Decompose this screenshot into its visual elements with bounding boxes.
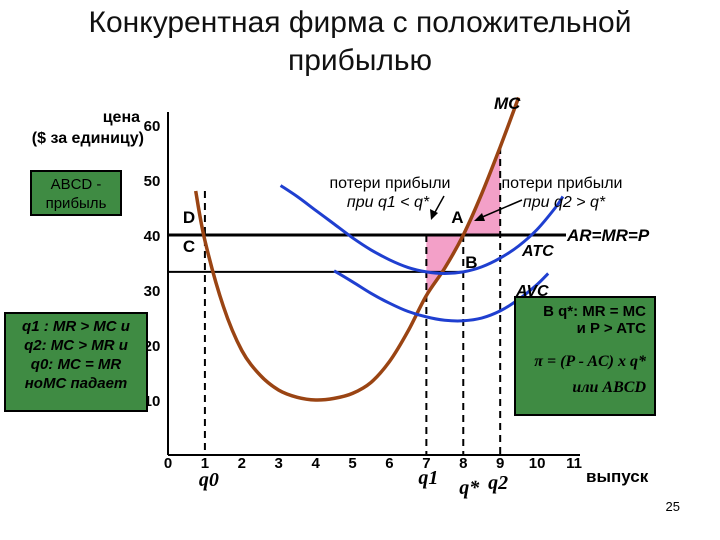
abcd-profit-box: ABCD - прибыль [30,170,122,216]
point-a-label: A [451,208,463,227]
x-tick-5: 5 [348,455,356,472]
profit-formula-alt: или ABCD [572,379,646,396]
mc-label: MC [494,94,521,113]
title-line-2: прибылью [287,44,433,77]
price-line-label: AR=MR=P [566,226,650,245]
q-star-label: q* [459,477,480,499]
conditions-line-4: ноMC падает [24,375,128,392]
y-tick-40: 40 [144,228,161,245]
point-b-label: B [465,253,477,272]
y-tick-30: 30 [144,283,161,300]
atc-label: ATC [521,243,554,260]
q2-label: q2 [488,472,508,494]
x-tick-10: 10 [529,455,546,472]
x-tick-1: 1 [201,455,209,472]
atc-curve [279,184,565,276]
title-line-1: Конкурентная фирма с положительной [88,6,632,39]
optimum-box: В q*: MR = MC и P > ATC π = (P - AC) x q… [514,296,656,416]
loss2-annotation-line-2: при q2 > q* [523,194,606,211]
x-axis-label: выпуск [586,467,649,486]
conditions-line-1: q1 : MR > MC и [22,318,130,335]
x-tick-3: 3 [275,455,283,472]
q1-label: q1 [418,467,438,489]
loss1-annotation-line-1: потери прибыли [330,175,451,192]
abcd-box-line-2: прибыль [45,195,107,212]
q0-label: q0 [199,469,219,491]
loss1-annotation-line-2: при q1 < q* [347,194,430,211]
mc-curve [193,96,521,402]
page-title: Конкурентная фирма с положительной прибы… [0,4,720,80]
loss2-annotation-line-1: потери прибыли [502,175,623,192]
loss2-arrowhead [474,213,485,221]
x-tick-0: 0 [164,455,172,472]
x-tick-8: 8 [459,455,467,472]
y-axis-label-line-2: ($ за единицу) [32,130,144,147]
point-c-label: C [183,237,195,256]
loss1-arrowhead [430,209,438,220]
page-number: 25 [665,499,680,514]
x-tick-6: 6 [385,455,393,472]
conditions-box: q1 : MR > MC и q2: MC > MR и q0: MC = MR… [4,312,148,412]
y-tick-60: 60 [144,118,161,135]
x-tick-4: 4 [311,455,320,472]
profit-formula: π = (P - AC) x q* [534,353,646,370]
optimum-line-1: В q*: MR = MC [543,303,646,320]
conditions-line-3: q0: MC = MR [30,356,122,373]
x-tick-11: 11 [566,455,582,472]
x-tick-2: 2 [238,455,246,472]
point-d-label: D [183,208,195,227]
x-tick-7: 7 [422,455,430,472]
y-tick-50: 50 [144,173,161,190]
abcd-box-line-1: ABCD - [50,176,102,193]
conditions-line-2: q2: MC > MR и [24,337,128,354]
loss2-arrow [479,199,523,219]
optimum-line-2: и P > ATC [576,320,646,337]
x-tick-9: 9 [496,455,504,472]
loss1-arrow [433,195,445,215]
y-axis-label-line-1: цена [103,109,140,126]
avc-label: AVC [515,283,549,300]
